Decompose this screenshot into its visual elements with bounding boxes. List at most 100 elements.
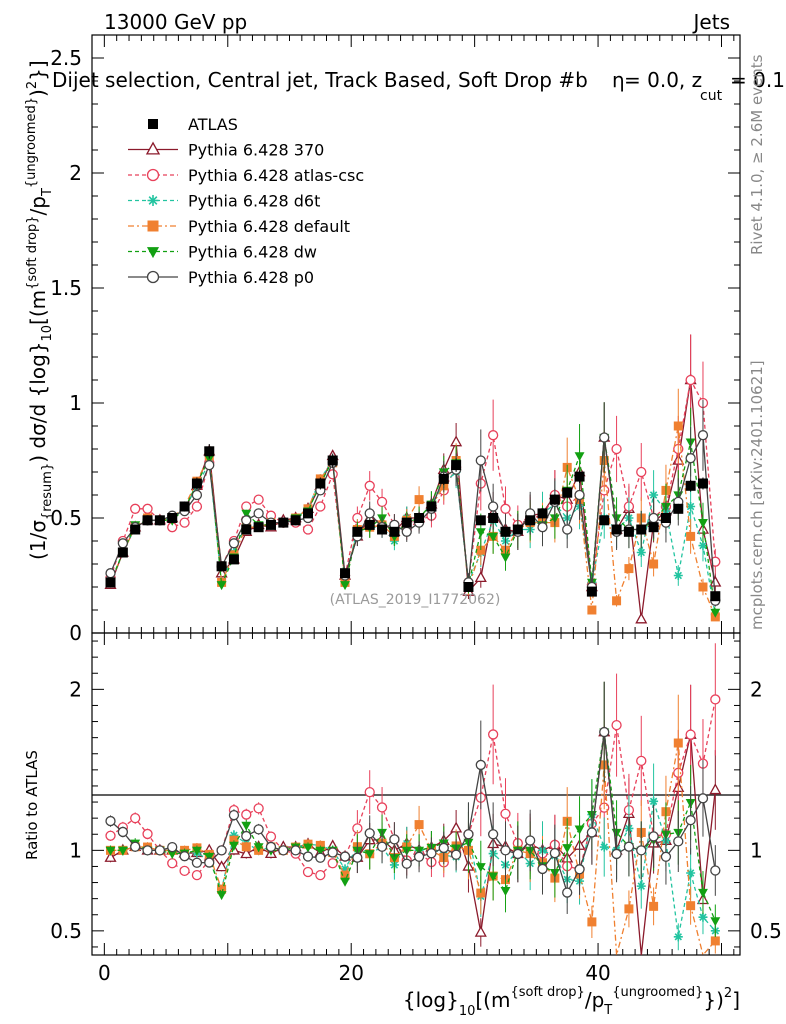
point-pythia-6-428-370 bbox=[635, 612, 648, 624]
xlab-p4: }) bbox=[703, 988, 724, 1012]
ratio-point-pythia-6-428-p0 bbox=[500, 845, 511, 856]
ratio-point-pythia-6-428-p0 bbox=[216, 845, 227, 856]
ratio-point-pythia-6-428-p0 bbox=[278, 845, 289, 856]
xlab-s1: 10 bbox=[459, 1004, 476, 1019]
ratio-point-pythia-6-428-default bbox=[587, 917, 597, 927]
title-beta: η bbox=[612, 68, 625, 92]
y-tick-label-top: 2.5 bbox=[50, 46, 82, 70]
point-atlas bbox=[537, 508, 548, 519]
title-zval: = 0.1 bbox=[730, 68, 785, 92]
point-atlas bbox=[648, 522, 659, 533]
ratio-point-pythia-6-428-p0 bbox=[623, 841, 635, 852]
point-atlas bbox=[265, 519, 276, 530]
ratio-point-pythia-6-428-atlas-csc bbox=[376, 802, 388, 813]
point-atlas bbox=[574, 471, 585, 482]
legend-marker-1 bbox=[145, 141, 161, 155]
ratio-point-pythia-6-428-p0 bbox=[352, 852, 363, 863]
point-atlas bbox=[636, 524, 647, 535]
ratio-point-pythia-6-428-dw bbox=[710, 917, 721, 927]
point-atlas bbox=[364, 519, 375, 530]
ratio-point-pythia-6-428-default bbox=[476, 888, 486, 898]
ratio-point-pythia-6-428-dw bbox=[204, 852, 215, 862]
ratio-point-pythia-6-428-p0 bbox=[487, 829, 499, 840]
ratio-point-pythia-6-428-p0 bbox=[599, 726, 610, 738]
point-atlas bbox=[463, 582, 474, 592]
ratio-point-pythia-6-428-p0 bbox=[290, 845, 301, 856]
legend-label-2: Pythia 6.428 atlas-csc bbox=[188, 166, 364, 185]
point-atlas bbox=[586, 586, 597, 597]
ratio-point-pythia-6-428-d6t bbox=[636, 881, 646, 891]
ratio-point-pythia-6-428-p0 bbox=[191, 857, 203, 868]
ratio-point-pythia-6-428-p0 bbox=[167, 841, 178, 853]
point-pythia-6-428-p0 bbox=[204, 459, 215, 471]
legend-label-1: Pythia 6.428 370 bbox=[188, 141, 324, 160]
point-atlas bbox=[426, 501, 437, 512]
legend-marker-6 bbox=[146, 270, 160, 284]
ratio-point-pythia-6-428-p0 bbox=[253, 824, 264, 835]
ratio-point-pythia-6-428-dw bbox=[241, 821, 252, 831]
ratio-line-pythia-6-428-d6t bbox=[110, 801, 716, 937]
point-atlas bbox=[414, 513, 425, 523]
point-pythia-6-428-p0 bbox=[364, 508, 375, 519]
ratio-point-pythia-6-428-atlas-csc bbox=[241, 809, 252, 820]
ratio-point-pythia-6-428-p0 bbox=[154, 845, 166, 856]
point-pythia-6-428-dw bbox=[500, 553, 511, 563]
ratio-point-pythia-6-428-dw bbox=[698, 888, 708, 898]
point-pythia-6-428-default bbox=[476, 545, 486, 555]
series-line-pythia-6-428-default bbox=[109, 425, 716, 618]
point-pythia-6-428-p0 bbox=[401, 526, 412, 537]
point-pythia-6-428-dw bbox=[216, 581, 227, 591]
title-eq: = 0.0, z bbox=[624, 68, 702, 92]
point-pythia-6-428-atlas-csc bbox=[315, 501, 326, 512]
y-tick-label-bottom-right: 0.5 bbox=[750, 919, 782, 943]
ratio-point-pythia-6-428-p0 bbox=[315, 852, 326, 863]
point-atlas bbox=[673, 503, 684, 514]
point-atlas bbox=[401, 517, 412, 528]
point-atlas bbox=[204, 446, 215, 457]
y-axis-label-bottom: Ratio to ATLAS bbox=[23, 750, 41, 860]
ratio-point-pythia-6-428-p0 bbox=[228, 809, 240, 821]
ratio-point-pythia-6-428-atlas-csc bbox=[191, 869, 203, 881]
ratio-point-pythia-6-428-p0 bbox=[376, 841, 388, 852]
ratio-point-pythia-6-428-p0 bbox=[142, 845, 153, 856]
point-pythia-6-428-default bbox=[624, 564, 634, 574]
ratio-point-pythia-6-428-dw bbox=[562, 844, 573, 854]
ratio-point-pythia-6-428-dw bbox=[117, 846, 128, 856]
point-atlas bbox=[327, 455, 338, 466]
point-pythia-6-428-default bbox=[686, 531, 696, 541]
point-pythia-6-428-p0 bbox=[537, 522, 548, 533]
ratio-point-pythia-6-428-p0 bbox=[265, 841, 277, 853]
ratio-point-pythia-6-428-dw bbox=[475, 863, 486, 873]
ratio-point-pythia-6-428-default bbox=[624, 904, 634, 914]
point-atlas bbox=[241, 524, 252, 535]
point-atlas bbox=[623, 526, 634, 537]
point-atlas bbox=[216, 561, 227, 572]
ratio-point-pythia-6-428-p0 bbox=[525, 835, 536, 846]
point-pythia-6-428-atlas-csc bbox=[500, 503, 511, 514]
xlab-s2: {soft drop} bbox=[510, 985, 584, 1000]
point-atlas bbox=[599, 515, 610, 526]
title-eq-text: = 0.0, z bbox=[624, 68, 702, 92]
xlab-p1: {log} bbox=[403, 988, 459, 1012]
ratio-point-pythia-6-428-370 bbox=[709, 783, 722, 795]
ratio-series-layer bbox=[104, 643, 722, 957]
ratio-point-pythia-6-428-atlas-csc bbox=[302, 866, 314, 878]
ylab-p3: [(m bbox=[26, 290, 50, 325]
ylab-p2: ) dσ/d {log} bbox=[26, 342, 50, 463]
point-atlas bbox=[340, 568, 351, 579]
ratio-point-pythia-6-428-dw bbox=[253, 843, 264, 853]
point-atlas bbox=[500, 526, 511, 537]
point-pythia-6-428-dw bbox=[574, 452, 585, 462]
point-pythia-6-428-d6t bbox=[649, 490, 659, 500]
legend-label-5: Pythia 6.428 dw bbox=[188, 243, 317, 262]
point-pythia-6-428-atlas-csc bbox=[364, 480, 375, 491]
point-atlas bbox=[179, 501, 190, 512]
y-tick-label-bottom-right: 2 bbox=[750, 677, 763, 701]
point-pythia-6-428-dw bbox=[204, 454, 215, 464]
point-pythia-6-428-d6t bbox=[686, 502, 696, 511]
bottom-panel-frame bbox=[91, 632, 741, 956]
ratio-point-pythia-6-428-p0 bbox=[438, 842, 449, 854]
point-pythia-6-428-370 bbox=[709, 575, 722, 587]
point-atlas bbox=[512, 524, 523, 535]
